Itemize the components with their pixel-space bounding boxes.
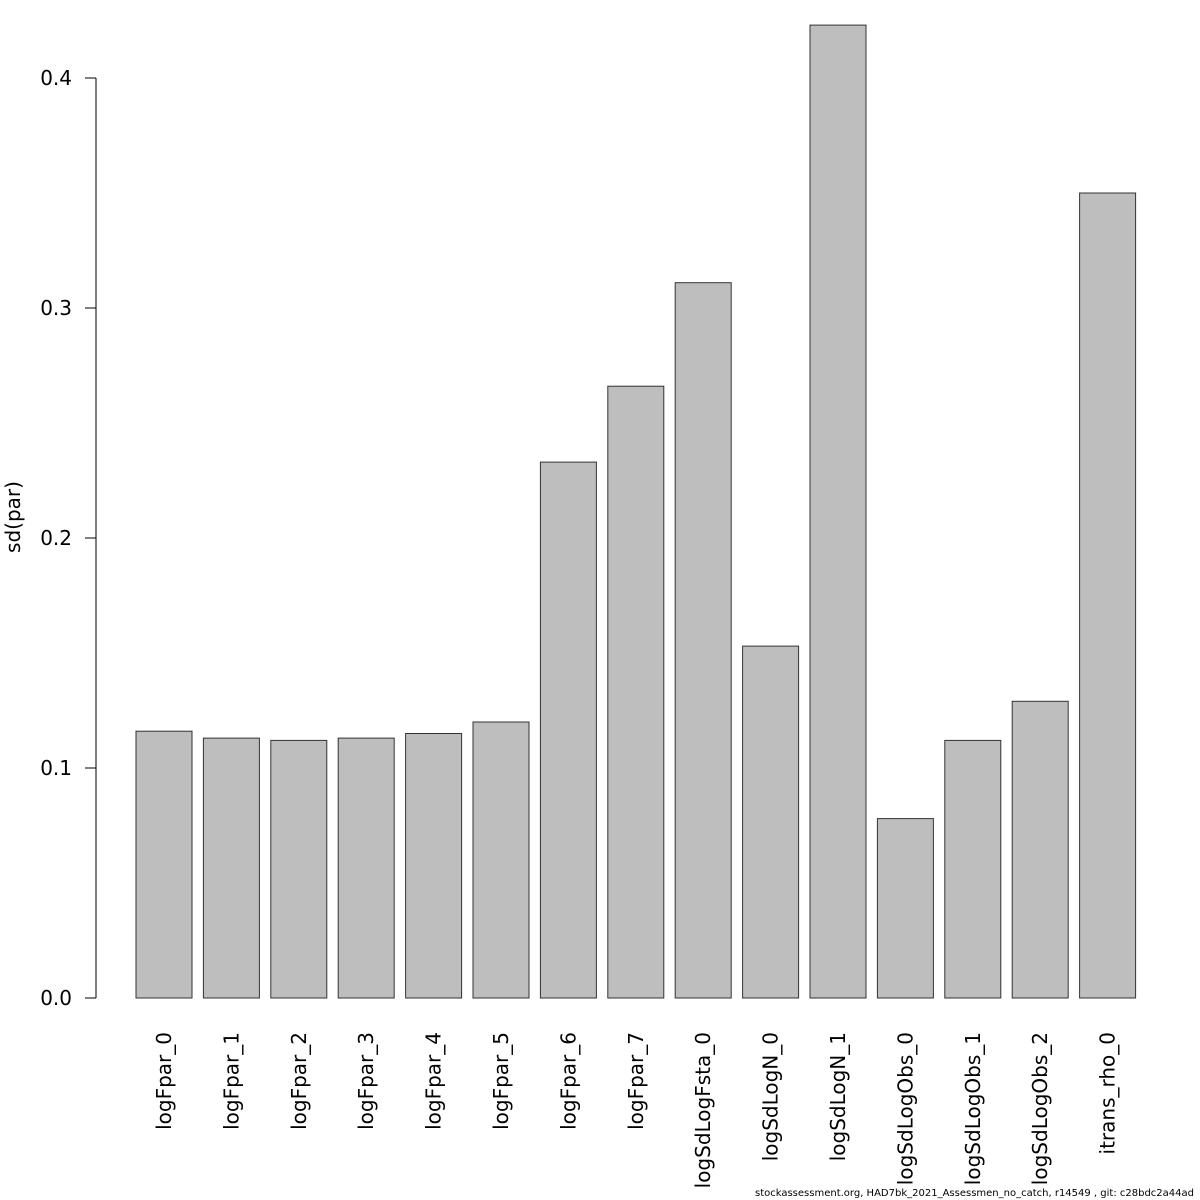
y-tick-label: 0.4 [40, 66, 72, 90]
bar-logFpar_1 [202, 737, 260, 999]
bar-logSdLogN_1 [809, 24, 867, 999]
y-tick-label: 0.0 [40, 986, 72, 1010]
bars-group [135, 24, 1137, 999]
y-axis-title: sd(par) [1, 481, 25, 553]
x-tick-label-logSdLogN_1: logSdLogN_1 [826, 1032, 850, 1161]
x-tick-label-logSdLogObs_2: logSdLogObs_2 [1028, 1032, 1052, 1185]
x-tick-label-logSdLogFsta_0: logSdLogFsta_0 [691, 1032, 715, 1188]
bar-logFpar_2 [270, 739, 328, 999]
x-tick-label-logFpar_3: logFpar_3 [354, 1032, 378, 1130]
bar-logFpar_3 [337, 737, 395, 999]
x-tick-label-logFpar_0: logFpar_0 [152, 1032, 176, 1130]
bar-logFpar_4 [405, 733, 463, 999]
bar-logFpar_0 [135, 730, 193, 999]
bar-logFpar_5 [472, 721, 530, 999]
bar-logSdLogFsta_0 [674, 282, 732, 999]
bar-logSdLogObs_1 [944, 739, 1002, 999]
x-tick-label-itrans_rho_0: itrans_rho_0 [1096, 1032, 1120, 1154]
bar-logSdLogN_0 [742, 645, 800, 999]
bar-logSdLogObs_2 [1011, 700, 1069, 999]
x-tick-label-logFpar_2: logFpar_2 [287, 1032, 311, 1130]
x-tick-label-logFpar_4: logFpar_4 [422, 1032, 446, 1130]
x-tick-label-logFpar_7: logFpar_7 [624, 1032, 648, 1130]
x-tick-label-logFpar_6: logFpar_6 [556, 1032, 580, 1130]
y-tick-label: 0.3 [40, 296, 72, 320]
x-tick-label-logFpar_1: logFpar_1 [219, 1032, 243, 1130]
bar-logSdLogObs_0 [876, 818, 934, 999]
x-tick-label-logSdLogN_0: logSdLogN_0 [759, 1032, 783, 1161]
y-tick-label: 0.2 [40, 526, 72, 550]
bar-logFpar_6 [539, 461, 597, 999]
bar-itrans_rho_0 [1079, 192, 1137, 999]
bar-logFpar_7 [607, 385, 665, 999]
y-axis: 0.0 0.1 0.2 0.3 0.4 [40, 66, 97, 1010]
x-axis-labels: logFpar_0 logFpar_1 logFpar_2 logFpar_3 logF… [152, 1032, 1120, 1188]
y-tick-label: 0.1 [40, 756, 72, 780]
x-tick-label-logSdLogObs_0: logSdLogObs_0 [893, 1032, 917, 1185]
footer-credit: stockassessment.org, HAD7bk_2021_Assessm… [754, 1188, 1194, 1199]
x-tick-label-logSdLogObs_1: logSdLogObs_1 [961, 1032, 985, 1185]
x-tick-label-logFpar_5: logFpar_5 [489, 1032, 513, 1130]
